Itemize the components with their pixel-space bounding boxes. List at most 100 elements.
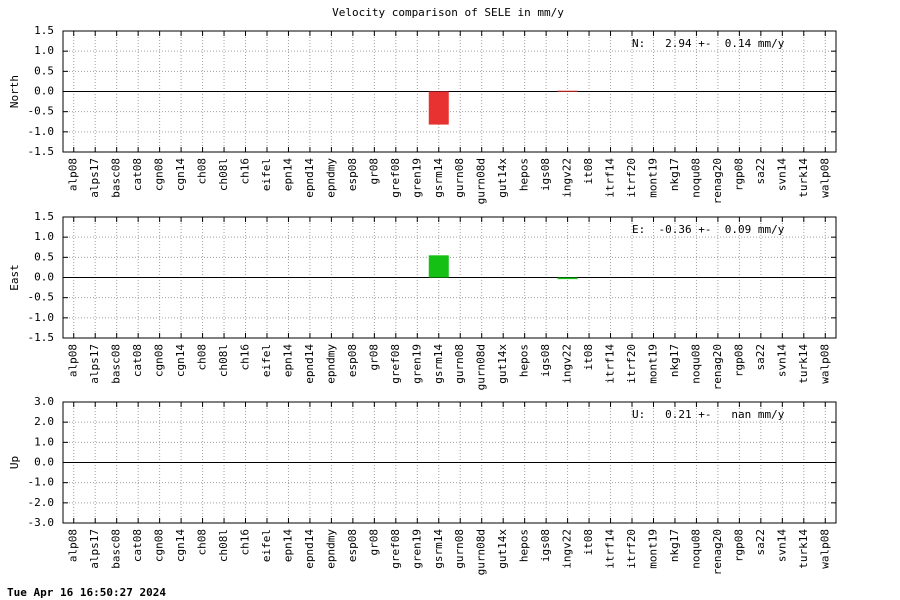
x-tick-label: walp08 [818, 529, 831, 569]
x-tick-label: itrf20 [625, 529, 638, 569]
x-tick-label: ch16 [239, 158, 252, 185]
x-tick-label: hepos [518, 529, 531, 562]
y-tick-label: 1.0 [34, 435, 54, 448]
y-tick-label: -1.0 [28, 311, 55, 324]
x-tick-label: ch08 [196, 529, 209, 556]
x-tick-label: turk14 [797, 529, 810, 569]
x-tick-label: sa22 [754, 344, 767, 371]
x-tick-label: epndmy [324, 344, 337, 384]
x-tick-label: mont19 [646, 158, 659, 198]
x-tick-label: epnd14 [303, 344, 316, 384]
annotation: U: 0.21 +- nan mm/y [632, 408, 785, 421]
x-tick-label: ch08 [196, 158, 209, 185]
x-tick-label: alps17 [88, 158, 101, 198]
x-tick-label: gsrm14 [432, 529, 445, 569]
x-tick-label: basc08 [110, 158, 123, 198]
x-tick-label: epndmy [324, 158, 337, 198]
y-tick-label: 1.5 [34, 210, 54, 223]
x-tick-label: epnd14 [303, 529, 316, 569]
x-tick-label: it08 [582, 158, 595, 185]
x-tick-label: cat08 [131, 529, 144, 562]
x-tick-label: gref08 [389, 529, 402, 569]
x-tick-label: gurn08d [475, 529, 488, 575]
y-tick-label: -1.0 [28, 125, 55, 138]
y-tick-label: 1.0 [34, 44, 54, 57]
bar [428, 91, 449, 125]
x-tick-label: gref08 [389, 158, 402, 198]
x-tick-label: epn14 [281, 529, 294, 562]
x-tick-label: it08 [582, 529, 595, 556]
y-tick-label: 0.5 [34, 64, 54, 77]
x-tick-label: renag20 [711, 344, 724, 390]
x-tick-label: igs08 [539, 158, 552, 191]
x-tick-label: ch16 [239, 344, 252, 371]
x-tick-label: gurn08 [453, 158, 466, 198]
y-tick-label: 0.0 [34, 85, 54, 98]
x-tick-label: cgn08 [153, 158, 166, 191]
plot-frame [62, 216, 837, 339]
x-tick-label: alp08 [67, 158, 80, 191]
x-tick-label: noqu08 [689, 344, 702, 384]
x-tick-label: gut14x [496, 158, 509, 198]
x-tick-label: ch08l [217, 158, 230, 191]
x-tick-label: gurn08d [475, 344, 488, 390]
x-tick-label: cgn08 [153, 529, 166, 562]
x-tick-label: sa22 [754, 529, 767, 556]
x-tick-label: gren19 [410, 529, 423, 569]
x-tick-label: alp08 [67, 529, 80, 562]
y-axis-label: Up [8, 456, 21, 469]
x-tick-label: noqu08 [689, 158, 702, 198]
x-tick-label: eifel [260, 529, 273, 562]
x-tick-label: noqu08 [689, 529, 702, 569]
y-tick-label: 1.0 [34, 230, 54, 243]
x-tick-label: nkg17 [668, 344, 681, 377]
x-tick-label: ingv22 [561, 344, 574, 384]
y-tick-label: 0.0 [34, 456, 54, 469]
x-tick-label: ch08 [196, 344, 209, 371]
x-tick-label: esp08 [346, 158, 359, 191]
x-tick-label: gren19 [410, 158, 423, 198]
x-tick-label: itrf14 [604, 158, 617, 198]
footer-timestamp: Tue Apr 16 16:50:27 2024 [7, 586, 166, 599]
x-tick-label: rgp08 [732, 158, 745, 191]
plot-frame [62, 401, 837, 524]
x-tick-label: cgn14 [174, 158, 187, 191]
x-tick-label: epnd14 [303, 158, 316, 198]
y-tick-label: 0.0 [34, 271, 54, 284]
x-tick-label: eifel [260, 344, 273, 377]
y-tick-label: 3.0 [34, 395, 54, 408]
y-tick-label: 2.0 [34, 415, 54, 428]
y-tick-label: -1.5 [28, 331, 55, 344]
y-tick-label: -1.5 [28, 145, 55, 158]
y-axis-label: East [8, 264, 21, 291]
x-tick-label: rgp08 [732, 529, 745, 562]
x-tick-label: gren19 [410, 344, 423, 384]
y-tick-label: 0.5 [34, 250, 54, 263]
x-tick-label: igs08 [539, 529, 552, 562]
x-tick-label: svn14 [775, 344, 788, 377]
x-tick-label: rgp08 [732, 344, 745, 377]
x-tick-label: walp08 [818, 344, 831, 384]
x-tick-label: basc08 [110, 344, 123, 384]
x-tick-label: renag20 [711, 158, 724, 204]
x-tick-label: gurn08 [453, 344, 466, 384]
x-tick-label: itrf20 [625, 344, 638, 384]
x-tick-label: svn14 [775, 158, 788, 191]
x-tick-label: igs08 [539, 344, 552, 377]
x-tick-label: gref08 [389, 344, 402, 384]
plot-frame [62, 30, 837, 153]
x-tick-label: ch08l [217, 344, 230, 377]
x-tick-label: itrf14 [604, 529, 617, 569]
x-tick-label: ch08l [217, 529, 230, 562]
x-tick-label: renag20 [711, 529, 724, 575]
x-tick-label: esp08 [346, 529, 359, 562]
x-tick-label: turk14 [797, 158, 810, 198]
x-tick-label: cgn08 [153, 344, 166, 377]
x-tick-label: esp08 [346, 344, 359, 377]
x-tick-label: gut14x [496, 344, 509, 384]
x-tick-label: alps17 [88, 344, 101, 384]
y-tick-label: 1.5 [34, 24, 54, 37]
x-tick-label: alps17 [88, 529, 101, 569]
